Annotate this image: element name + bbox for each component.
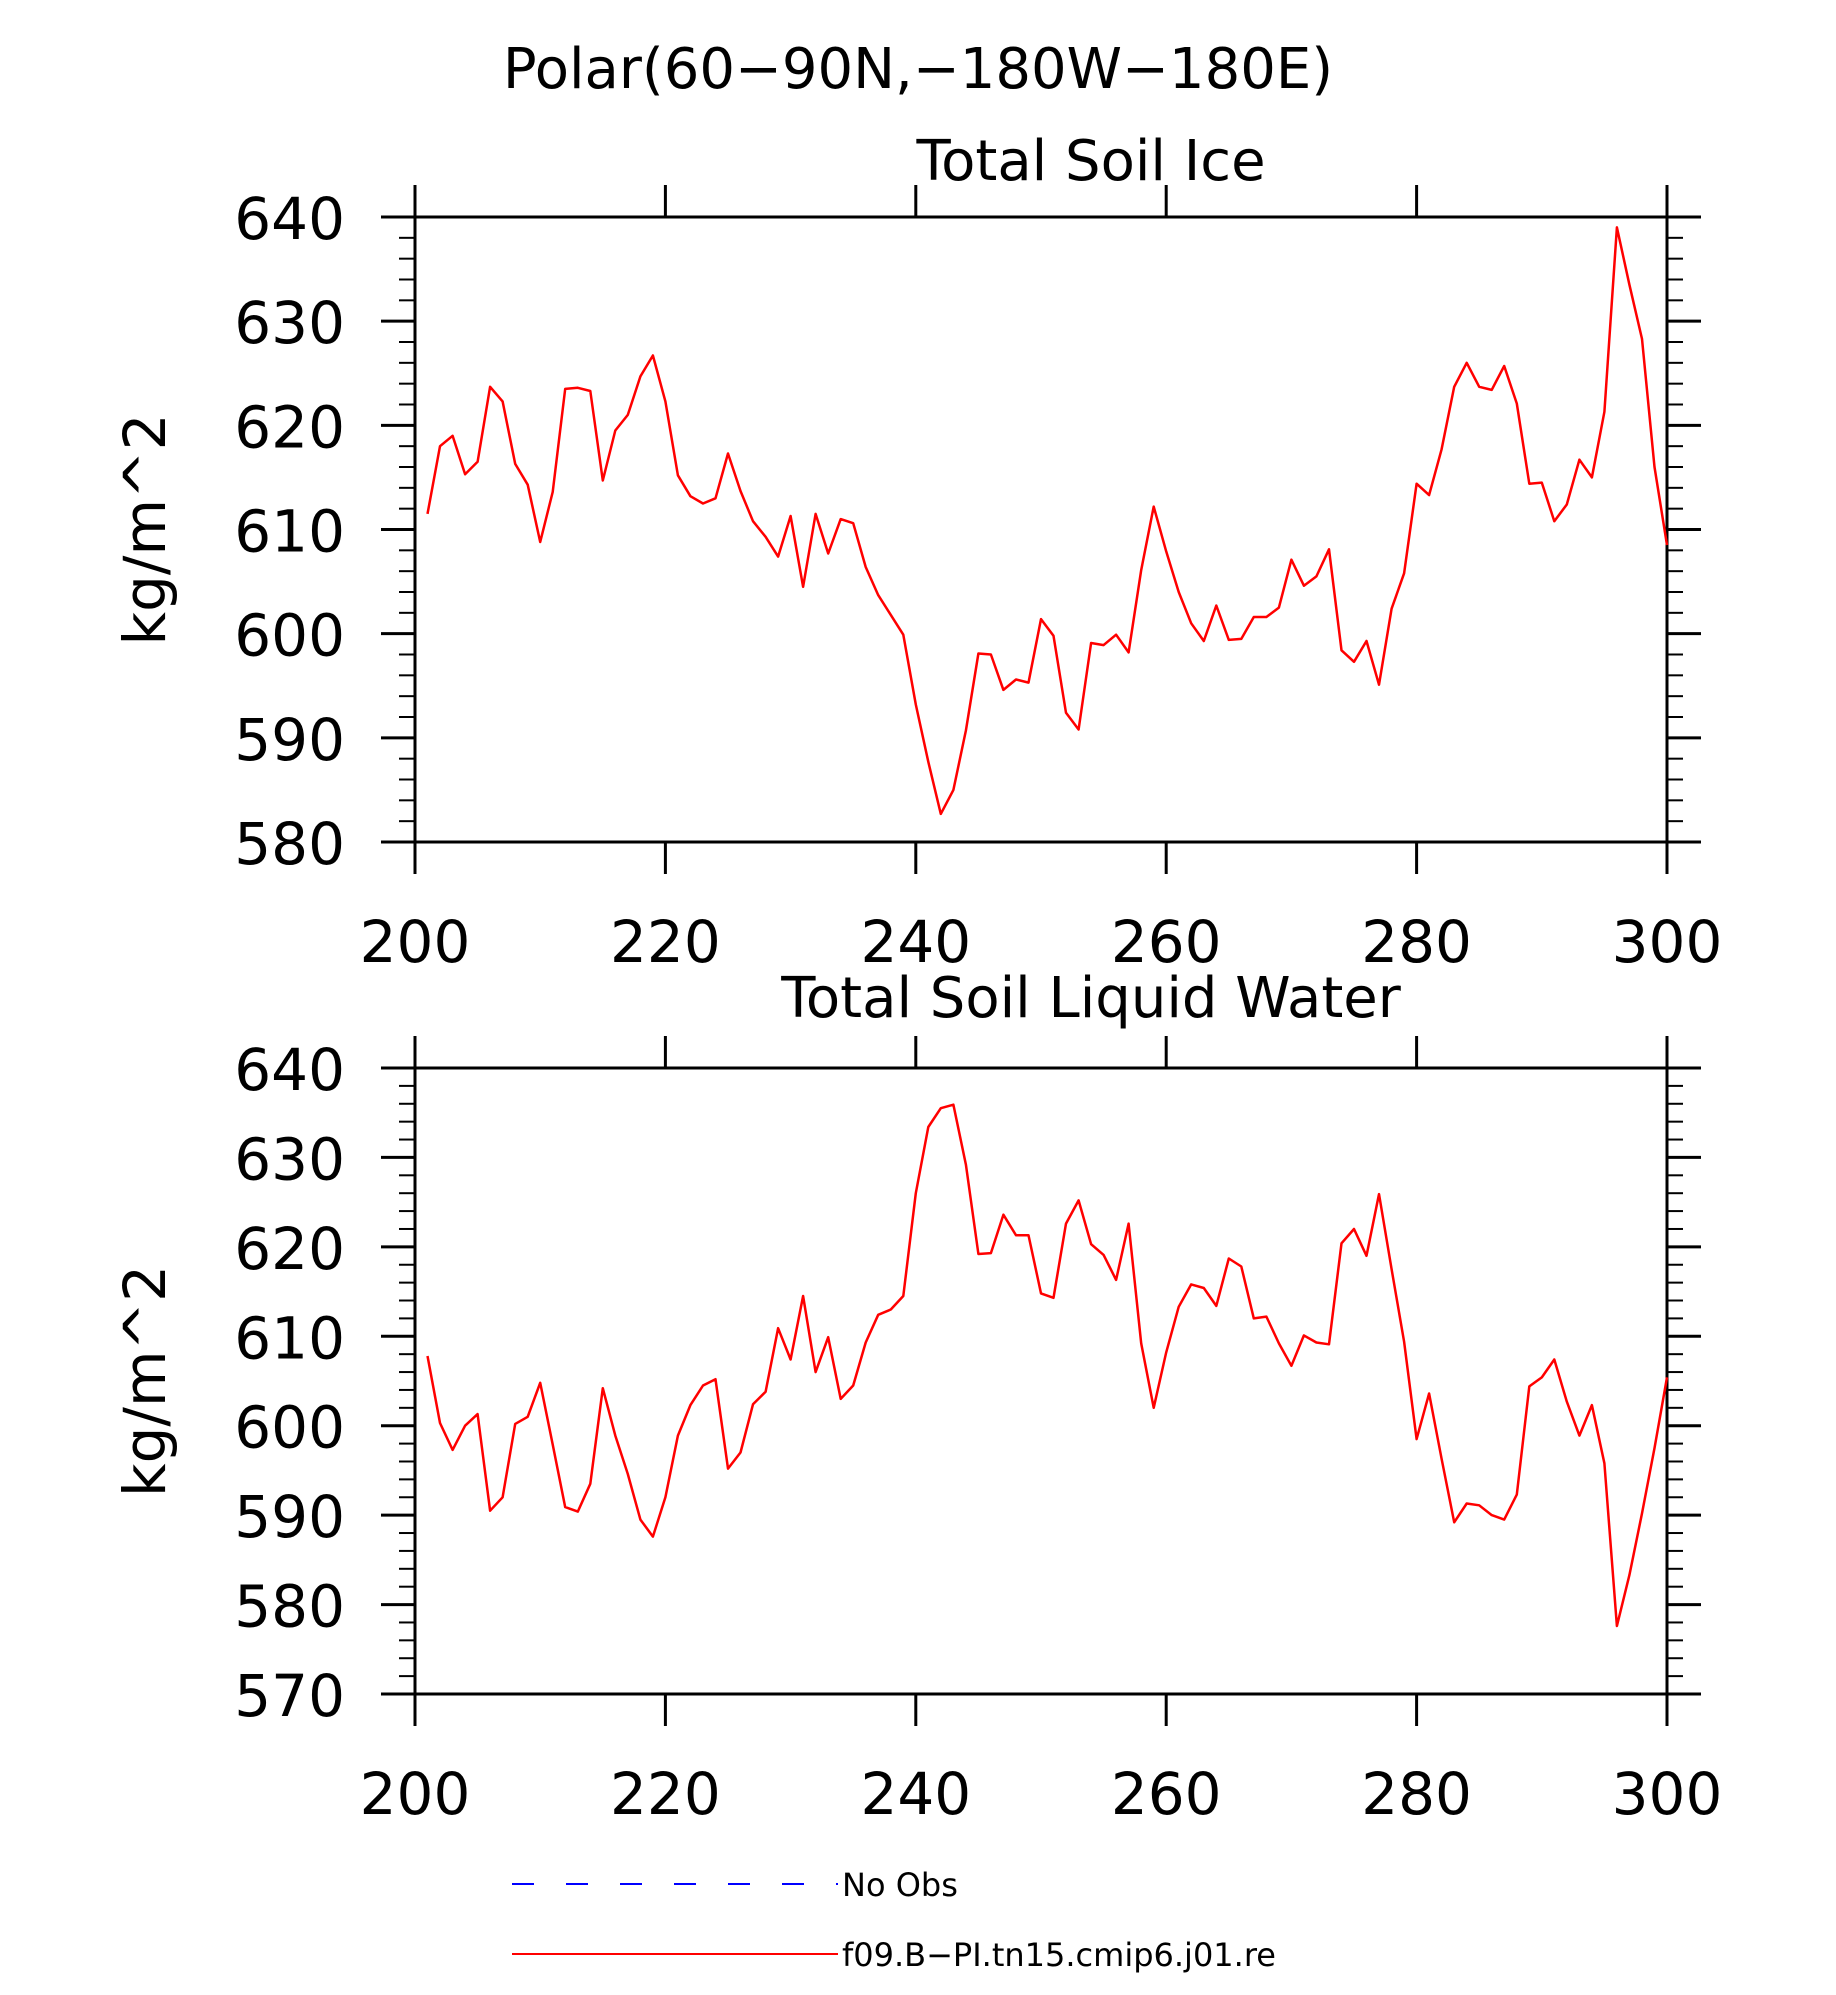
series-line [426, 1103, 1669, 1628]
y-tick-label: 610 [234, 498, 345, 566]
x-tick-label: 220 [610, 1760, 721, 1828]
x-tick-label: 220 [610, 908, 721, 976]
y-tick-label: 610 [234, 1304, 345, 1372]
legend-label-model: f09.B−PI.tn15.cmip6.j01.re [842, 1936, 1276, 1974]
plot-frame [413, 215, 1669, 844]
x-tick-label: 300 [1612, 1760, 1723, 1828]
y-axis-label: kg/m^2 [111, 1265, 179, 1497]
x-tick-label: 200 [360, 1760, 471, 1828]
panel-title: Total Soil Ice [915, 129, 1265, 194]
series-line [426, 226, 1669, 816]
x-tick-label: 280 [1361, 908, 1472, 976]
plot-frame [413, 1066, 1669, 1696]
x-tick-label: 200 [360, 908, 471, 976]
y-axis-label: kg/m^2 [111, 414, 179, 646]
y-tick-label: 600 [234, 1394, 345, 1462]
y-tick-label: 640 [234, 185, 345, 253]
y-tick-label: 580 [234, 1573, 345, 1641]
y-tick-label: 640 [234, 1036, 345, 1104]
legend: No Obs f09.B−PI.tn15.cmip6.j01.re [512, 1866, 1276, 1974]
panel-title: Total Soil Liquid Water [780, 966, 1402, 1031]
y-tick-label: 620 [234, 393, 345, 461]
x-tick-label: 300 [1612, 908, 1723, 976]
panel-total-soil-liquid-water: Total Soil Liquid Water 200 220 240 260 280 30… [111, 966, 1722, 1828]
y-tick-label: 600 [234, 602, 345, 670]
y-tick-label: 620 [234, 1215, 345, 1283]
y-tick-label: 630 [234, 289, 345, 357]
x-tick-label: 240 [860, 908, 971, 976]
y-tick-label: 580 [234, 810, 345, 878]
y-tick-label: 590 [234, 1483, 345, 1551]
y-tick-label: 630 [234, 1125, 345, 1193]
legend-label-no-obs: No Obs [842, 1866, 958, 1904]
x-tick-label: 280 [1361, 1760, 1472, 1828]
figure-title: Polar(60−90N,−180W−180E) [503, 37, 1333, 102]
x-tick-label: 260 [1111, 908, 1222, 976]
x-tick-label: 260 [1111, 1760, 1222, 1828]
y-tick-label: 570 [234, 1662, 345, 1730]
y-tick-label: 590 [234, 706, 345, 774]
panel-total-soil-ice: Total Soil Ice 200 220 240 260 280 300 580 590 60… [111, 129, 1722, 976]
x-tick-label: 240 [860, 1760, 971, 1828]
